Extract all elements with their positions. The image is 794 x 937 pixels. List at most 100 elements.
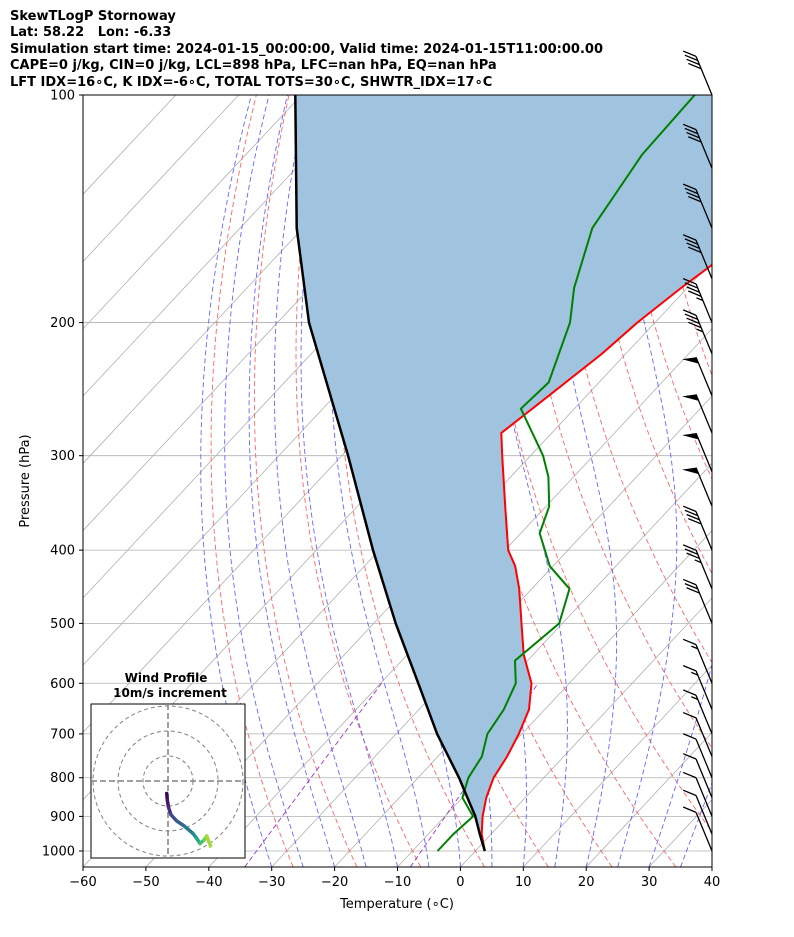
- barb-feather: [682, 806, 697, 813]
- barb-feather: [684, 54, 698, 62]
- x-tick-label: −60: [69, 875, 96, 890]
- barb-staff: [695, 795, 713, 835]
- barb-feather: [688, 518, 702, 525]
- barb-pennant: [682, 433, 699, 440]
- wind-barb: [682, 711, 713, 757]
- barb-feather: [688, 136, 702, 143]
- chart-header: SkewTLogP Stornoway Lat: 58.22 Lon: -6.3…: [10, 9, 603, 91]
- hodograph-inset: Wind Profile 10m/s increment: [90, 671, 246, 859]
- barb-feather: [686, 286, 700, 293]
- y-axis-label: Pressure (hPa): [18, 434, 33, 527]
- y-tick-label: 100: [50, 89, 75, 104]
- dry-adiabat: [210, 95, 294, 867]
- dry-adiabat: [295, 95, 422, 867]
- y-tick-label: 300: [50, 449, 75, 464]
- dry-adiabat: [482, 95, 712, 833]
- isotherm-gridline: [83, 95, 302, 330]
- barb-feather: [684, 187, 698, 195]
- wind-barb: [682, 50, 713, 96]
- barb-feather: [686, 317, 700, 325]
- wind-barb: [682, 578, 713, 624]
- barb-feather: [696, 297, 704, 302]
- dry-adiabat: [253, 95, 358, 867]
- wind-barb: [682, 753, 713, 798]
- moist-adiabat: [200, 95, 273, 867]
- dry-adiabat: [778, 95, 794, 867]
- wind-barb: [682, 356, 713, 397]
- x-tick-label: 10: [515, 875, 532, 890]
- moist-adiabat: [680, 781, 712, 867]
- x-tick-label: 30: [641, 875, 658, 890]
- barb-staff: [695, 511, 713, 551]
- isotherm-gridline: [83, 95, 365, 397]
- barb-staff: [695, 467, 713, 507]
- barb-staff: [695, 584, 713, 624]
- isotherm-gridline: [271, 395, 712, 867]
- barb-staff: [695, 283, 713, 323]
- simulation-times: Simulation start time: 2024-01-15_00:00:…: [10, 41, 603, 57]
- barb-feather: [686, 242, 700, 249]
- y-tick-label: 200: [50, 316, 75, 331]
- wind-barb: [682, 638, 713, 684]
- isotherm-gridline: [208, 328, 712, 867]
- hodograph-plot: [91, 704, 245, 858]
- barb-feather: [682, 183, 697, 191]
- isotherm-gridline: [711, 866, 712, 867]
- barb-feather: [682, 50, 697, 57]
- hodograph-segment: [182, 824, 195, 836]
- barb-feather: [686, 131, 700, 139]
- mixing-ratio-line: [244, 683, 382, 867]
- wind-barb: [682, 278, 713, 323]
- barb-feather: [682, 278, 697, 285]
- barb-feather: [684, 509, 698, 517]
- dry-adiabat: [447, 95, 677, 867]
- barb-feather: [691, 645, 698, 650]
- isotherm-gridline: [83, 95, 240, 263]
- wind-barb: [682, 505, 713, 551]
- wind-barb: [682, 123, 713, 169]
- wind-barbs: [682, 50, 713, 852]
- barb-feather: [682, 309, 697, 316]
- barb-feather: [682, 753, 697, 760]
- wind-barb: [682, 771, 713, 817]
- x-tick-label: −10: [384, 875, 411, 890]
- station-location: Lat: 58.22 Lon: -6.33: [10, 25, 172, 41]
- barb-feather: [684, 282, 698, 289]
- barb-feather: [684, 127, 698, 135]
- hodograph-subtitle: 10m/s increment: [113, 686, 227, 700]
- barb-feather: [682, 234, 697, 241]
- wind-barb: [682, 789, 713, 835]
- x-tick-label: −50: [132, 875, 159, 890]
- moist-adiabat: [541, 95, 618, 867]
- x-tick-label: −40: [195, 875, 222, 890]
- wind-barb: [682, 394, 713, 434]
- barb-feather: [682, 578, 697, 586]
- barb-staff: [695, 777, 713, 817]
- y-tick-label: 900: [50, 810, 75, 825]
- moist-adiabat: [648, 95, 712, 867]
- barb-feather: [686, 58, 700, 66]
- x-tick-label: −30: [258, 875, 285, 890]
- barb-feather: [682, 789, 697, 797]
- barb-feather: [691, 696, 698, 700]
- barb-feather: [684, 582, 698, 590]
- wind-barb: [682, 806, 713, 852]
- barb-feather: [688, 246, 702, 254]
- plot-data: [294, 95, 712, 852]
- hodograph-segment: [205, 834, 213, 848]
- barb-staff: [695, 758, 713, 798]
- parcel-area-fill: [295, 95, 712, 851]
- isotherm-gridline: [775, 95, 794, 867]
- barb-staff: [695, 356, 713, 397]
- y-tick-label: 700: [50, 727, 75, 742]
- barb-feather: [682, 733, 697, 740]
- barb-feather: [691, 671, 698, 676]
- dewpoint-line: [436, 95, 696, 852]
- barb-pennant: [682, 467, 699, 475]
- x-axis-label: Temperature (∘C): [339, 897, 454, 912]
- moist-adiabat: [329, 95, 430, 867]
- barb-staff: [695, 644, 713, 684]
- dry-adiabat: [549, 95, 712, 664]
- wind-barb: [682, 733, 713, 778]
- y-tick-label: 800: [50, 771, 75, 786]
